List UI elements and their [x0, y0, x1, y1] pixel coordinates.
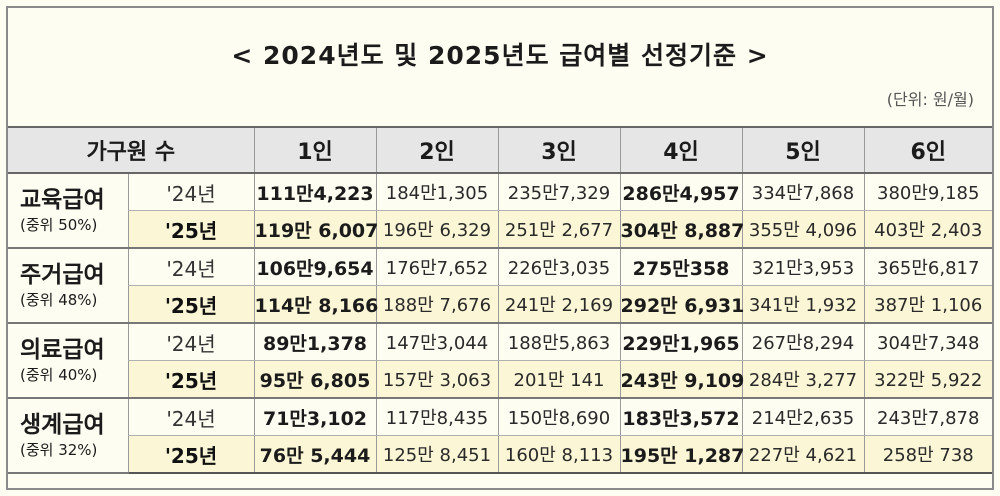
value-cell: 284만 3,277	[741, 360, 864, 399]
median-ratio: (중위 32%)	[20, 440, 98, 459]
value-cell: 267만8,294	[741, 323, 864, 361]
header-col-1: 1인	[253, 126, 376, 174]
value-cell: 275만358	[619, 248, 742, 286]
benefit-group-cell: 의료급여 (중위 40%)	[8, 323, 128, 399]
header-col-3: 3인	[497, 126, 620, 174]
value-cell: 243만 9,109	[619, 360, 744, 399]
value-cell: 334만7,868	[741, 173, 864, 211]
benefit-group-cell: 생계급여 (중위 32%)	[8, 398, 128, 474]
header-col-6: 6인	[863, 126, 992, 174]
value-cell: 229만1,965	[619, 323, 742, 361]
value-cell: 106만9,654	[253, 248, 376, 286]
value-cell: 188만5,863	[497, 323, 620, 361]
value-cell: 227만 4,621	[741, 435, 864, 474]
table-row: 주거급여 (중위 48%) '24년 106만9,654 176만7,652 226만3,…	[8, 248, 992, 324]
year-label: '24년	[127, 248, 254, 286]
value-cell: 117만8,435	[375, 398, 498, 436]
value-cell: 150만8,690	[497, 398, 620, 436]
table-row: '25년 114만 8,166 188만 7,676 241만 2,169 292만 6…	[8, 285, 992, 324]
value-cell: 95만 6,805	[253, 360, 376, 399]
header-col-5: 5인	[741, 126, 864, 174]
table-row: '25년 119만 6,007 196만 6,329 251만 2,677 304만 8…	[8, 210, 992, 249]
year-label: '25년	[127, 210, 254, 249]
benefit-name: 생계급여	[20, 411, 105, 438]
median-ratio: (중위 40%)	[20, 365, 98, 384]
document-frame: < 2024년도 및 2025년도 급여별 선정기준 > (단위: 원/월) 가…	[6, 6, 994, 490]
value-cell: 195만 1,287	[619, 435, 744, 474]
benefit-name: 교육급여	[20, 186, 105, 213]
value-cell: 226만3,035	[497, 248, 620, 286]
value-cell: 304만7,348	[863, 323, 992, 361]
value-cell: 258만 738	[863, 435, 992, 474]
benefit-name: 주거급여	[20, 261, 105, 288]
value-cell: 196만 6,329	[375, 210, 498, 249]
year-label: '25년	[127, 435, 254, 474]
value-cell: 235만7,329	[497, 173, 620, 211]
value-cell: 157만 3,063	[375, 360, 498, 399]
table-row: 생계급여 (중위 32%) '24년 71만3,102 117만8,435 150만8,6…	[8, 398, 992, 474]
year-label: '25년	[127, 285, 254, 324]
year-label: '25년	[127, 360, 254, 399]
table-row: 의료급여 (중위 40%) '24년 89만1,378 147만3,044 188만5,8…	[8, 323, 992, 399]
value-cell: 214만2,635	[741, 398, 864, 436]
year-label: '24년	[127, 323, 254, 361]
value-cell: 355만 4,096	[741, 210, 864, 249]
value-cell: 321만3,953	[741, 248, 864, 286]
year-label: '24년	[127, 173, 254, 211]
value-cell: 160만 8,113	[497, 435, 620, 474]
value-cell: 387만 1,106	[863, 285, 992, 324]
table-row: '25년 76만 5,444 125만 8,451 160만 8,113 195만 1,…	[8, 435, 992, 474]
value-cell: 201만 141	[497, 360, 620, 399]
value-cell: 184만1,305	[375, 173, 498, 211]
table-row: 교육급여 (중위 50%) '24년 111만4,223 184만1,305 235만7,…	[8, 173, 992, 249]
median-ratio: (중위 48%)	[20, 290, 98, 309]
benefit-group-cell: 교육급여 (중위 50%)	[8, 173, 128, 249]
value-cell: 76만 5,444	[253, 435, 376, 474]
value-cell: 125만 8,451	[375, 435, 498, 474]
value-cell: 71만3,102	[253, 398, 376, 436]
value-cell: 292만 6,931	[619, 285, 744, 324]
value-cell: 341만 1,932	[741, 285, 864, 324]
value-cell: 380만9,185	[863, 173, 992, 211]
value-cell: 147만3,044	[375, 323, 498, 361]
criteria-table: 가구원 수 1인 2인 3인 4인 5인 6인 교육급여 (중위 50%) '24년…	[8, 126, 992, 474]
value-cell: 403만 2,403	[863, 210, 992, 249]
value-cell: 119만 6,007	[253, 210, 378, 249]
year-label: '24년	[127, 398, 254, 436]
value-cell: 183만3,572	[619, 398, 742, 436]
value-cell: 89만1,378	[253, 323, 376, 361]
table-header-row: 가구원 수 1인 2인 3인 4인 5인 6인	[8, 126, 992, 174]
value-cell: 322만 5,922	[863, 360, 992, 399]
value-cell: 251만 2,677	[497, 210, 620, 249]
value-cell: 365만6,817	[863, 248, 992, 286]
page-title: < 2024년도 및 2025년도 급여별 선정기준 >	[231, 41, 769, 70]
value-cell: 243만7,878	[863, 398, 992, 436]
median-ratio: (중위 50%)	[20, 215, 98, 234]
value-cell: 176만7,652	[375, 248, 498, 286]
unit-note: (단위: 원/월)	[886, 90, 974, 109]
value-cell: 241만 2,169	[497, 285, 620, 324]
value-cell: 304만 8,887	[619, 210, 744, 249]
header-col-4: 4인	[619, 126, 742, 174]
value-cell: 111만4,223	[253, 173, 376, 211]
table-row: '25년 95만 6,805 157만 3,063 201만 141 243만 9,10…	[8, 360, 992, 399]
value-cell: 286만4,957	[619, 173, 742, 211]
header-household-size: 가구원 수	[8, 126, 254, 174]
value-cell: 114만 8,166	[253, 285, 378, 324]
benefit-name: 의료급여	[20, 336, 105, 363]
header-col-2: 2인	[375, 126, 498, 174]
benefit-group-cell: 주거급여 (중위 48%)	[8, 248, 128, 324]
value-cell: 188만 7,676	[375, 285, 498, 324]
